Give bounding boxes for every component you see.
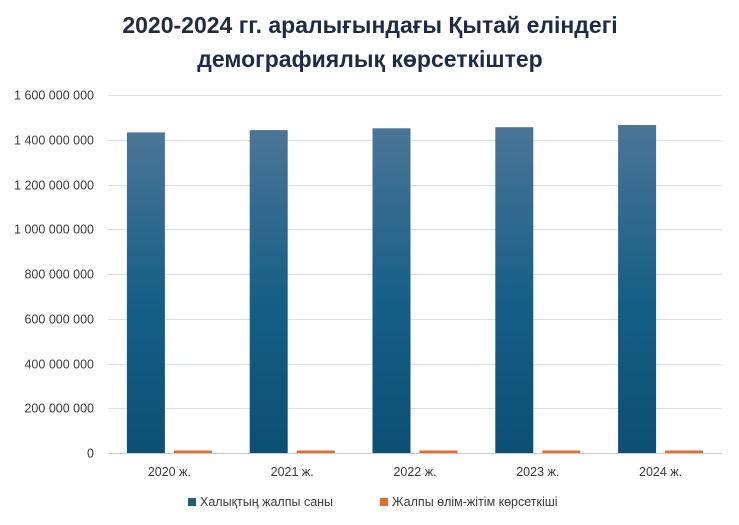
bar-mortality (665, 450, 704, 453)
bar-mortality (419, 450, 458, 453)
x-tick-label: 2022 ж. (393, 465, 436, 479)
y-tick-label: 1 000 000 000 (14, 223, 94, 237)
y-tick-label: 0 (87, 447, 94, 461)
x-tick-label: 2020 ж. (148, 465, 191, 479)
bar-population (618, 125, 657, 453)
chart-title-line-1: 2020-2024 гг. аралығындағы Қытай еліндег… (122, 12, 617, 38)
legend-item-population: Халықтың жалпы саны (200, 495, 333, 509)
x-axis-tick-labels: 2020 ж. 2021 ж. 2022 ж. 2023 ж. 2024 ж. (148, 465, 682, 479)
gridlines (108, 95, 722, 454)
y-tick-label: 400 000 000 (24, 358, 94, 372)
bar-mortality (173, 450, 212, 453)
bar-mortality (296, 450, 335, 453)
legend-swatch-population (188, 498, 196, 506)
bar-mortality (542, 450, 581, 453)
bar-population (372, 128, 411, 454)
x-tick-label: 2021 ж. (271, 465, 314, 479)
chart-title-line-2: демографиялық көрсеткіштер (197, 46, 542, 72)
y-tick-label: 600 000 000 (24, 313, 94, 327)
y-axis-tick-labels: 0 200 000 000 400 000 000 600 000 000 800 00… (14, 89, 94, 461)
y-tick-label: 800 000 000 (24, 268, 94, 282)
bar-population (249, 130, 288, 453)
bar-population (495, 127, 534, 453)
bar-population (126, 132, 165, 453)
legend: Халықтың жалпы саны Жалпы өлім-жітім көрс… (188, 495, 558, 509)
x-tick-label: 2023 ж. (516, 465, 559, 479)
bars (126, 125, 704, 454)
y-tick-label: 1 600 000 000 (14, 89, 94, 103)
y-tick-label: 200 000 000 (24, 402, 94, 416)
legend-item-mortality: Жалпы өлім-жітім көрсеткіші (392, 495, 558, 509)
y-tick-label: 1 200 000 000 (14, 179, 94, 193)
legend-swatch-mortality (380, 498, 388, 506)
y-tick-label: 1 400 000 000 (14, 134, 94, 148)
x-tick-label: 2024 ж. (639, 465, 682, 479)
